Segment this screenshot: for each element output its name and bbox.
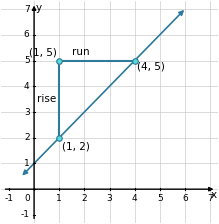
Text: 2: 2 — [24, 133, 30, 142]
Text: -1: -1 — [21, 210, 30, 219]
Text: 1: 1 — [56, 194, 62, 203]
Text: 7: 7 — [24, 5, 30, 14]
Text: 4: 4 — [24, 82, 30, 91]
Text: 0: 0 — [25, 194, 30, 203]
Text: 6: 6 — [24, 30, 30, 39]
Text: 3: 3 — [24, 108, 30, 116]
Text: 4: 4 — [132, 194, 138, 203]
Text: 1: 1 — [24, 159, 30, 168]
Text: (4, 5): (4, 5) — [137, 62, 165, 72]
Text: (1, 2): (1, 2) — [62, 142, 90, 152]
Text: 3: 3 — [107, 194, 112, 203]
Text: -1: -1 — [4, 194, 13, 203]
Text: rise: rise — [37, 94, 57, 104]
Text: 6: 6 — [182, 194, 188, 203]
Text: 5: 5 — [24, 56, 30, 65]
Text: y: y — [36, 3, 42, 13]
Text: 7: 7 — [207, 194, 213, 203]
Text: 5: 5 — [157, 194, 163, 203]
Text: 2: 2 — [81, 194, 87, 203]
Text: x: x — [211, 190, 217, 200]
Text: run: run — [72, 47, 89, 58]
Text: (1, 5): (1, 5) — [29, 47, 57, 58]
